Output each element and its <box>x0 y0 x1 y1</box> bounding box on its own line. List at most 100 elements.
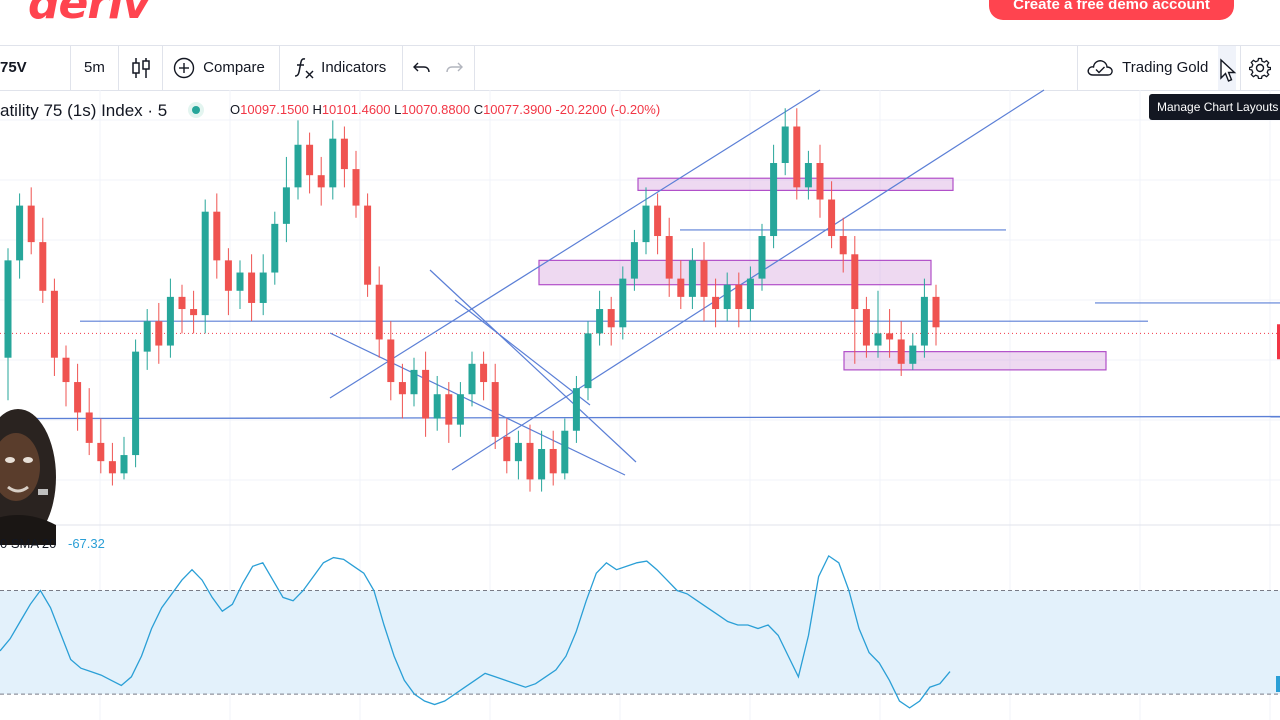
oscillator-value: -67.32 <box>68 536 105 551</box>
toolbar-divider <box>70 46 71 90</box>
chart-toolbar: 75V 5m Compare Indicators <box>0 45 1280 91</box>
symbol-legend: atility 75 (1s) Index · 5 <box>0 98 205 120</box>
candle-body <box>851 254 859 310</box>
candle-body <box>271 223 279 273</box>
candle-body <box>190 309 198 316</box>
candle-body <box>572 388 580 431</box>
candle-body <box>654 205 662 237</box>
redo-icon <box>446 62 463 73</box>
symbol-name[interactable]: atility 75 (1s) Index · 5 <box>0 101 168 120</box>
settings-button[interactable] <box>1249 46 1271 90</box>
undo-icon <box>413 62 430 73</box>
candle-body <box>607 309 615 328</box>
candle-body <box>746 278 754 310</box>
sma-line <box>0 554 951 709</box>
layout-tooltip: Manage Chart Layouts <box>1149 94 1280 120</box>
trend-drawings <box>0 89 1280 476</box>
candle-body <box>85 412 93 443</box>
toolbar-divider <box>1240 46 1241 90</box>
open-value: 10097.1500 <box>240 102 309 117</box>
oscillator-band <box>0 590 1280 695</box>
candle-body <box>886 333 894 340</box>
candle-body <box>561 430 569 474</box>
candle-body <box>132 351 140 456</box>
candle-body <box>387 339 395 383</box>
interval-button[interactable]: 5m <box>84 46 105 90</box>
candle-body <box>781 126 789 164</box>
top-bar: deriv Create a free demo account <box>0 0 1280 44</box>
indicators-button[interactable]: Indicators <box>293 46 386 90</box>
candle-body <box>770 163 778 237</box>
candle-body <box>317 175 325 188</box>
candle-body <box>596 309 604 334</box>
candle-body <box>874 333 882 346</box>
candle-body <box>468 363 476 395</box>
candle-body <box>538 448 546 480</box>
low-key: L <box>394 102 402 117</box>
candle-body <box>584 333 592 389</box>
candle-body <box>862 309 870 346</box>
redo-button[interactable] <box>444 46 464 90</box>
change-value: -20.2200 (-0.20%) <box>555 102 661 117</box>
function-icon <box>294 58 314 79</box>
compare-label: Compare <box>203 59 265 76</box>
trend-line <box>454 299 591 406</box>
compare-button[interactable]: Compare <box>173 46 265 90</box>
market-status-dot <box>188 102 205 118</box>
toolbar-divider <box>162 46 163 90</box>
candle-body <box>236 272 244 291</box>
oscillator-legend: 0 SMA 20 -67.32 <box>0 535 105 553</box>
oscillator-pane <box>0 554 1280 709</box>
candle-body <box>39 242 47 291</box>
candle-body <box>503 436 511 462</box>
candle-body <box>758 236 766 279</box>
candle-series <box>4 108 940 492</box>
candle-body <box>839 236 847 255</box>
candle-body <box>688 260 696 297</box>
candle-body <box>143 321 151 352</box>
support-line <box>0 415 1280 420</box>
create-demo-account-button[interactable]: Create a free demo account <box>989 0 1234 20</box>
candle-body <box>828 199 836 237</box>
candles-icon <box>132 58 150 79</box>
oscillator-label[interactable]: 0 SMA 20 <box>0 536 57 551</box>
trend-line <box>429 269 637 463</box>
candle-body <box>248 272 256 303</box>
gear-icon <box>1249 57 1271 80</box>
candle-body <box>108 461 116 474</box>
undo-button[interactable] <box>412 46 432 90</box>
candle-body <box>259 272 267 303</box>
candle-body <box>50 290 58 358</box>
candle-body <box>804 163 812 188</box>
candle-body <box>897 339 905 364</box>
layout-name-label: Trading Gold <box>1122 59 1209 76</box>
candle-body <box>723 284 731 310</box>
price-scale-marker <box>1277 324 1280 360</box>
brand-logo[interactable]: deriv <box>28 0 151 29</box>
supply-demand-zone <box>538 259 932 286</box>
candle-body <box>712 296 720 310</box>
toolbar-divider <box>474 46 475 90</box>
candle-body <box>352 169 360 206</box>
mouse-cursor-icon <box>1220 58 1237 82</box>
candle-body <box>329 138 337 188</box>
candle-body <box>932 296 940 328</box>
chart-layout-button[interactable]: Trading Gold <box>1086 46 1208 90</box>
symbol-search-button[interactable]: 75V <box>0 46 27 90</box>
cloud-check-icon <box>1087 60 1113 76</box>
candle-body <box>480 363 488 383</box>
ohlc-values: O10097.1500 H10101.4600 L10070.8800 C100… <box>230 101 660 119</box>
candle-body <box>793 126 801 188</box>
low-value: 10070.8800 <box>401 102 471 117</box>
chart-type-button[interactable] <box>131 46 151 90</box>
candle-body <box>201 211 209 316</box>
candle-body <box>294 144 302 188</box>
candle-body <box>74 382 82 413</box>
candle-body <box>4 260 12 358</box>
candle-body <box>549 448 557 474</box>
candle-body <box>62 357 70 383</box>
toolbar-divider <box>118 46 119 90</box>
candle-body <box>97 442 105 462</box>
close-value: 10077.3900 <box>483 102 552 117</box>
